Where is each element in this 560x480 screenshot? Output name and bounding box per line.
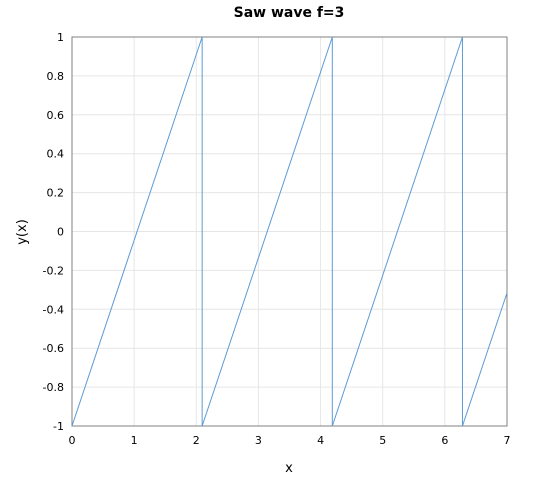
y-tick-label: -0.6 <box>43 342 64 355</box>
plot-frame <box>71 36 508 427</box>
x-axis-label: x <box>285 461 293 476</box>
y-tick-label: 0.4 <box>47 148 65 161</box>
y-tick-label: 0.6 <box>47 109 65 122</box>
series-line <box>71 36 508 427</box>
x-tick-label: 5 <box>379 434 386 447</box>
y-tick-label: -0.8 <box>43 381 64 394</box>
y-tick-label: 0.8 <box>47 70 65 83</box>
x-tick-label: 6 <box>441 434 448 447</box>
x-axis-ticks: 0 1 2 3 4 5 6 7 <box>69 434 511 447</box>
x-tick-label: 4 <box>317 434 324 447</box>
y-tick-label: -0.4 <box>43 303 64 316</box>
y-tick-label: -0.2 <box>43 264 64 277</box>
y-tick-label: -1 <box>53 420 64 433</box>
series-layer <box>71 36 508 427</box>
y-axis-label: y(x) <box>15 219 30 245</box>
x-tick-label: 2 <box>193 434 200 447</box>
x-tick-label: 3 <box>255 434 262 447</box>
y-tick-label: 0.2 <box>47 187 65 200</box>
y-tick-label: 1 <box>57 31 64 44</box>
x-tick-label: 7 <box>504 434 511 447</box>
y-axis-ticks: -1 -0.8 -0.6 -0.4 -0.2 0 0.2 0.4 0.6 0.8 1 <box>43 31 64 433</box>
y-tick-label: 0 <box>57 226 64 239</box>
x-tick-label: 0 <box>69 434 76 447</box>
x-tick-label: 1 <box>131 434 138 447</box>
chart-title: Saw wave f=3 <box>234 5 345 21</box>
